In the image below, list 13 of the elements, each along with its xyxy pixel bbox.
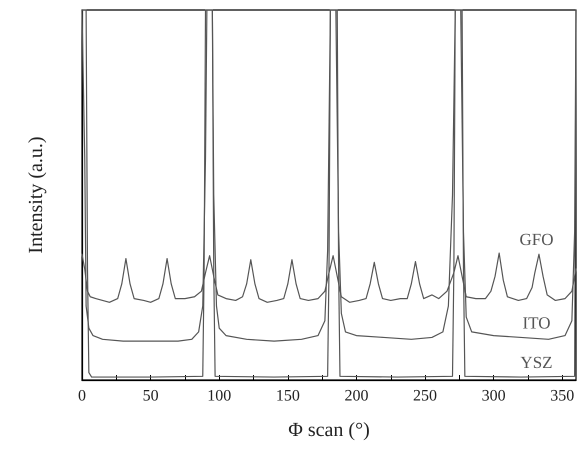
x-tick-label: 250	[413, 388, 438, 404]
x-tick-label: 50	[142, 388, 159, 404]
x-tick-label: 350	[550, 388, 574, 404]
x-tick-label: 100	[207, 388, 232, 404]
x-tick-label: 150	[276, 388, 300, 404]
y-axis-title: Intensity (a.u.)	[25, 136, 47, 254]
series-label: ITO	[522, 313, 550, 332]
x-tick-label: 200	[344, 388, 368, 404]
series-label: GFO	[519, 230, 554, 250]
x-tick-label: 300	[482, 388, 506, 404]
x-tick-label: 0	[78, 388, 86, 404]
x-axis-title: Φ scan (°)	[288, 419, 370, 441]
series-label: YSZ	[520, 353, 553, 372]
